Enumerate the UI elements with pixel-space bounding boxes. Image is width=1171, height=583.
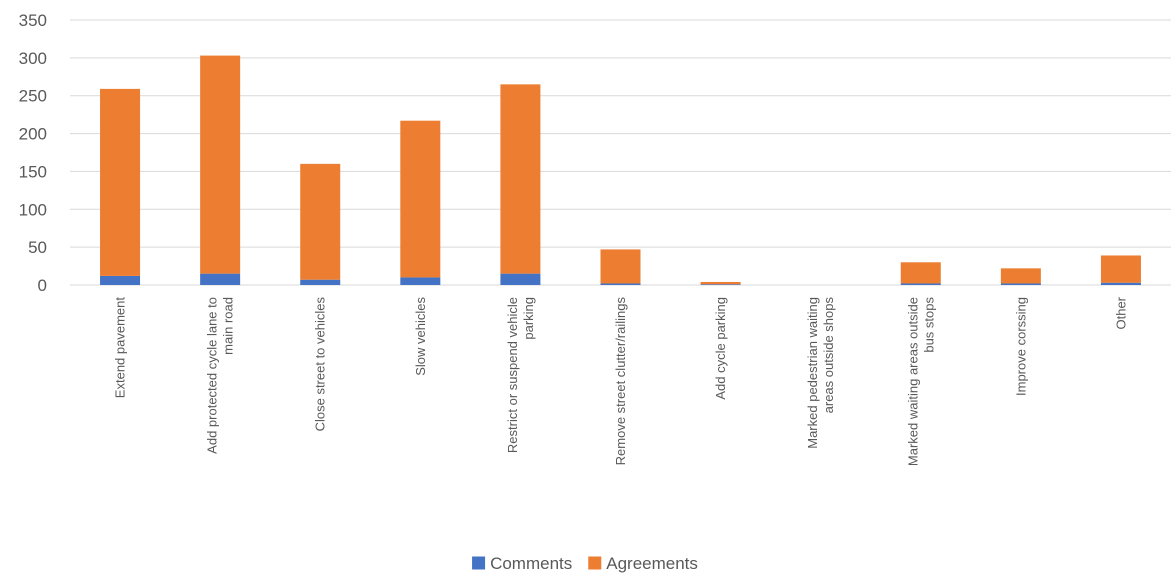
bar-agreements-1: [200, 55, 241, 274]
bar-comments-9: [1000, 283, 1041, 285]
x-tick-label-line: Add protected cycle lane to: [205, 297, 220, 454]
legend-label-agreements: Agreements: [606, 554, 698, 573]
bars: [100, 55, 1141, 285]
x-tick-label: Add cycle parking: [713, 297, 728, 400]
bar-comments-4: [500, 273, 541, 285]
x-tick-label: Marked waiting areas outside bus stops: [905, 297, 936, 467]
x-tick-label: Extend pavement: [113, 297, 128, 399]
bar-agreements-8: [900, 262, 941, 284]
x-tick-label-line: Slow vehicles: [413, 297, 428, 376]
bar-agreements-10: [1100, 255, 1141, 283]
x-tick-label-line: areas outside shops: [821, 297, 836, 414]
bar-comments-2: [300, 279, 341, 285]
x-tick-label: Add protected cycle lane to main road: [205, 297, 236, 454]
y-tick-label: 50: [28, 238, 47, 257]
x-tick-label-line: parking: [521, 297, 536, 340]
y-axis-ticks: 0 50 100 150 200 250 300 350: [19, 11, 47, 295]
bar-agreements-6: [700, 281, 741, 285]
bar-comments-3: [400, 277, 441, 285]
bar-agreements-2: [300, 163, 341, 280]
y-tick-label: 0: [38, 276, 47, 295]
bar-comments-10: [1100, 282, 1141, 285]
bar-comments-1: [200, 273, 241, 285]
legend: Comments Agreements: [472, 554, 698, 573]
x-tick-label: Remove street clutter/railings: [613, 297, 628, 466]
bar-comments-8: [900, 283, 941, 285]
x-tick-label-line: Marked pedestrian waiting: [805, 297, 820, 449]
legend-swatch-comments: [472, 556, 486, 570]
x-tick-label-line: Remove street clutter/railings: [613, 297, 628, 466]
bar-comments-6: [700, 284, 741, 285]
x-tick-label: Other: [1113, 296, 1128, 329]
x-axis-ticks: Extend pavement Add protected cycle lane …: [113, 296, 1129, 466]
y-tick-label: 200: [19, 125, 47, 144]
x-tick-label-line: Restrict or suspend vehicle: [505, 297, 520, 453]
bar-comments-5: [600, 283, 641, 285]
y-tick-label: 300: [19, 49, 47, 68]
legend-swatch-agreements: [588, 556, 602, 570]
x-tick-label-line: Marked waiting areas outside: [905, 297, 920, 466]
x-tick-label: Slow vehicles: [413, 297, 428, 376]
gridlines: [70, 19, 1171, 286]
x-tick-label-line: main road: [221, 297, 236, 355]
bar-agreements-0: [100, 88, 141, 276]
y-tick-label: 250: [19, 87, 47, 106]
x-tick-label-line: Add cycle parking: [713, 297, 728, 400]
y-tick-label: 100: [19, 200, 47, 219]
x-tick-label: Improve corssing: [1013, 297, 1028, 396]
x-tick-label-line: Improve corssing: [1013, 297, 1028, 396]
bar-agreements-3: [400, 120, 441, 278]
y-tick-label: 350: [19, 11, 47, 30]
x-tick-label-line: Close street to vehicles: [313, 297, 328, 432]
y-tick-label: 150: [19, 162, 47, 181]
x-tick-label: Restrict or suspend vehicle parking: [505, 297, 536, 453]
bar-agreements-9: [1000, 268, 1041, 284]
bar-agreements-4: [500, 84, 541, 274]
x-tick-label: Marked pedestrian waiting areas outside s…: [805, 297, 836, 449]
legend-label-comments: Comments: [490, 554, 572, 573]
bar-comments-0: [100, 275, 141, 285]
bar-agreements-5: [600, 249, 641, 284]
x-tick-label-line: Other: [1113, 296, 1128, 329]
x-tick-label-line: bus stops: [921, 297, 936, 353]
x-tick-label: Close street to vehicles: [313, 297, 328, 432]
x-tick-label-line: Extend pavement: [113, 297, 128, 399]
